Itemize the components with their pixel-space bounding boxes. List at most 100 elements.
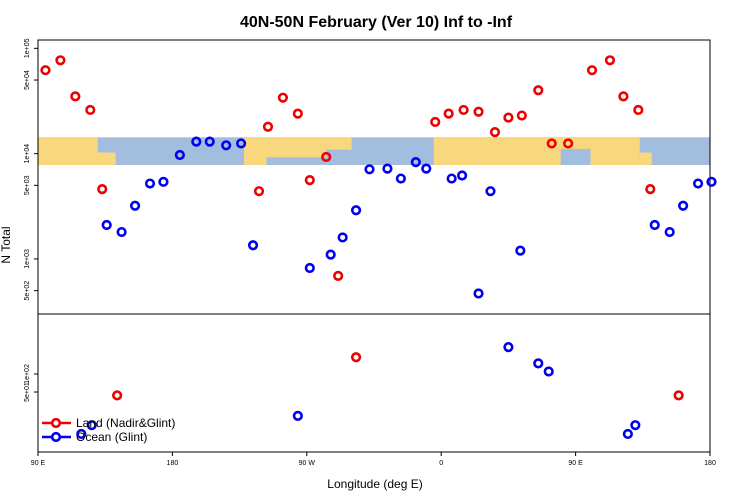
land-point (55, 55, 66, 66)
land-point (458, 104, 469, 116)
y-axis-label: N Total (0, 226, 13, 263)
map-land-9 (590, 137, 640, 166)
ocean-point (350, 205, 362, 216)
land-point (40, 65, 51, 76)
ocean-point (473, 288, 484, 299)
ocean-point (86, 420, 97, 431)
ocean-point (706, 176, 717, 187)
land-point (262, 121, 274, 132)
ocean-point (446, 173, 457, 184)
land-point (546, 138, 557, 149)
land-point (633, 104, 644, 116)
land-point (604, 55, 616, 66)
y-tick-label: 5e+04 (24, 70, 31, 90)
ocean-point (235, 138, 247, 149)
ocean-point (204, 136, 215, 147)
land-point (321, 151, 332, 163)
map-land-10 (639, 152, 652, 166)
land-point (333, 270, 344, 282)
ocean-point (116, 226, 127, 238)
ocean-point (101, 219, 112, 231)
land-point (112, 390, 123, 401)
ocean-point (515, 245, 526, 256)
map-land-8 (503, 148, 561, 166)
land-point (277, 92, 289, 103)
ocean-point (304, 262, 315, 274)
ocean-point (292, 410, 303, 421)
y-tick-label: 1e+04 (24, 144, 31, 164)
x-tick-label: 180 (704, 460, 716, 467)
land-point (586, 65, 598, 76)
ocean-point (76, 428, 87, 440)
legend-marker-2 (50, 431, 62, 443)
ocean-point (382, 163, 393, 174)
land-series (40, 55, 684, 401)
land-point (304, 175, 315, 186)
ocean-point (364, 164, 375, 175)
x-axis: 90 E 180 90 W 0 90 E 180 (31, 452, 716, 467)
y-tick-label: 5e+01 (24, 382, 31, 402)
ocean-point (664, 226, 675, 238)
plot-border (37, 39, 711, 453)
ocean-series (76, 136, 717, 440)
land-point (253, 186, 265, 197)
land-point (430, 116, 441, 128)
ocean-point (174, 149, 185, 161)
land-point (533, 85, 544, 96)
ocean-point (129, 200, 141, 211)
land-point (292, 108, 303, 119)
ocean-point (337, 232, 348, 243)
ocean-point (158, 176, 169, 187)
ocean-point (221, 140, 232, 151)
ocean-point (630, 420, 641, 431)
y-tick-label: 1e+02 (24, 364, 31, 384)
ocean-point (622, 428, 633, 440)
land-point (673, 390, 684, 401)
legend-marker-1 (50, 417, 62, 429)
legend: Land (Nadir&Glint)Ocean (Glint) (42, 416, 175, 444)
y-tick-label: 5e+02 (24, 281, 31, 301)
ocean-point (543, 366, 554, 377)
ocean-point (649, 219, 660, 231)
land-point (489, 127, 501, 138)
map-land-3 (244, 137, 267, 166)
map-land-1 (38, 137, 98, 166)
land-point (473, 106, 484, 117)
land-point (70, 91, 81, 102)
land-point (516, 110, 527, 121)
land-point (443, 108, 454, 119)
y-tick-label: 1e+03 (24, 249, 31, 269)
land-point (618, 91, 629, 102)
map-land-6 (433, 137, 504, 166)
map-land-2 (97, 152, 116, 166)
x-axis-label: Longitude (deg E) (327, 477, 422, 491)
world-map-band (38, 137, 710, 166)
x-tick-label: 90 E (568, 460, 583, 467)
land-point (503, 112, 514, 123)
ocean-point (533, 358, 544, 369)
x-tick-label: 180 (167, 460, 179, 467)
ocean-point (485, 186, 496, 197)
land-point (563, 138, 574, 149)
x-tick-label: 90 E (31, 460, 46, 467)
ocean-point (457, 170, 468, 181)
y-tick-label: 5e+03 (24, 175, 31, 195)
ocean-point (410, 157, 421, 168)
x-tick-label: 0 (439, 460, 443, 467)
ocean-point (503, 342, 514, 353)
ocean-point (395, 173, 406, 184)
land-point (645, 184, 656, 195)
legend-label-1: Land (Nadir&Glint) (76, 416, 175, 430)
plot-frame (37, 39, 711, 453)
ocean-point (325, 249, 336, 260)
land-point (350, 352, 362, 363)
land-point (85, 104, 96, 116)
land-point (97, 184, 108, 195)
map-land-4 (266, 137, 327, 158)
chart-title: 40N-50N February (Ver 10) Inf to -Inf (240, 14, 513, 31)
ocean-point (692, 178, 704, 189)
ocean-point (247, 240, 259, 251)
y-tick-label: 1e+05 (24, 38, 31, 58)
